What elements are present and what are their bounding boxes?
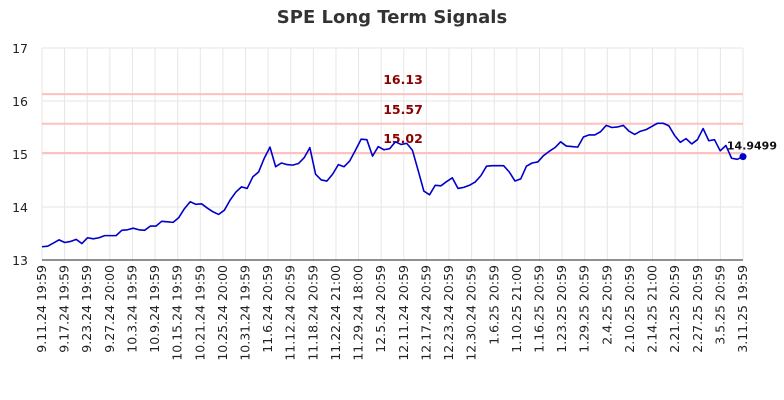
y-tick-label: 14 [12, 200, 28, 215]
x-tick-label: 11.6.24 20:59 [260, 265, 275, 353]
y-tick-label: 17 [12, 41, 28, 56]
y-tick-label: 15 [12, 147, 28, 162]
x-tick-label: 12.11.24 20:59 [396, 265, 411, 361]
signal-level-label: 16.13 [383, 72, 423, 87]
series-layer: 14.9499 [41, 122, 777, 248]
x-tick-label: 10.21.24 19:59 [192, 265, 207, 361]
y-tick-label: 16 [12, 94, 28, 109]
x-tick-label: 1.23.25 20:59 [554, 265, 569, 353]
x-tick-label: 9.23.24 19:59 [79, 265, 94, 353]
last-value-label: 14.9499 [727, 140, 777, 153]
x-tick-label: 3.11.25 19:59 [735, 265, 750, 353]
x-tick-label: 9.27.24 20:00 [102, 265, 117, 353]
signal-level-label: 15.57 [383, 102, 423, 117]
x-tick-label: 11.22.24 21:00 [328, 265, 343, 361]
x-tick-label: 12.17.24 20:59 [418, 265, 433, 361]
signal-levels: 16.13 15.57 15.02 [42, 72, 743, 154]
x-tick-label: 12.5.24 20:59 [373, 265, 388, 353]
x-tick-label: 11.12.24 20:59 [283, 265, 298, 361]
x-tick-label: 2.21.25 20:59 [667, 265, 682, 353]
signal-level-label: 15.02 [383, 131, 423, 146]
x-tick-label: 1.29.25 20:59 [577, 265, 592, 353]
x-tick-label: 1.10.25 21:00 [509, 265, 524, 353]
price-series-line [41, 122, 744, 248]
x-tick-label: 11.18.24 20:59 [305, 265, 320, 361]
x-tick-label: 11.29.24 18:00 [351, 265, 366, 361]
x-tick-label: 10.31.24 19:59 [238, 265, 253, 361]
last-value-marker [739, 153, 747, 161]
x-tick-label: 2.14.25 21:00 [645, 265, 660, 353]
x-tick-label: 2.27.25 20:59 [690, 265, 705, 353]
x-tick-label: 3.5.25 20:59 [712, 265, 727, 345]
x-tick-label: 1.6.25 20:59 [486, 265, 501, 345]
y-axis-ticks: 13 14 15 16 17 [12, 41, 28, 268]
x-axis-ticks: 9.11.24 19:59 9.17.24 19:59 9.23.24 19:59 9… [34, 265, 750, 361]
x-tick-label: 9.17.24 19:59 [57, 265, 72, 353]
x-tick-label: 2.10.25 20:59 [622, 265, 637, 353]
x-tick-label: 1.16.25 20:59 [531, 265, 546, 353]
x-tick-label: 2.4.25 20:59 [599, 265, 614, 345]
x-tick-label: 12.30.24 20:59 [464, 265, 479, 361]
x-tick-label: 10.15.24 19:59 [170, 265, 185, 361]
x-tick-label: 10.9.24 19:59 [147, 265, 162, 353]
y-tick-label: 13 [12, 253, 28, 268]
chart-title: SPE Long Term Signals [276, 7, 508, 28]
grid-layer [41, 47, 744, 260]
x-tick-label: 12.23.24 20:59 [441, 265, 456, 361]
x-tick-label: 9.11.24 19:59 [34, 265, 49, 353]
x-tick-label: 10.25.24 20:00 [215, 265, 230, 361]
x-tick-label: 10.3.24 19:59 [124, 265, 139, 353]
